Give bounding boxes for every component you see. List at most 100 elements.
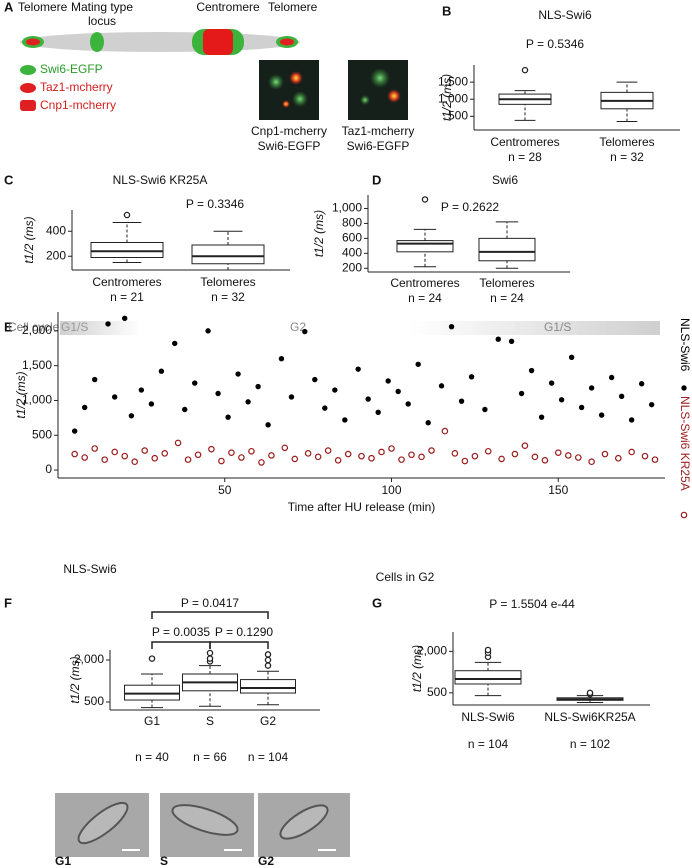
point (324, 447, 332, 454)
locus-label: Telomere (268, 0, 318, 14)
point (131, 458, 139, 466)
point (258, 459, 265, 466)
spot (268, 74, 284, 90)
locus-label: Centromere (196, 0, 260, 14)
x-tick-label: Centromeres (92, 275, 161, 289)
cell (77, 801, 129, 845)
chart-title: NLS-Swi6 (538, 8, 592, 22)
x-tick-label: S (206, 714, 214, 728)
point (428, 447, 435, 454)
phase-label: G2 (290, 320, 306, 334)
p-value: P = 0.5346 (526, 37, 584, 51)
point (228, 449, 235, 456)
y-tick-label: 400 (342, 245, 362, 259)
box (191, 244, 265, 265)
n-label: n = 24 (490, 291, 524, 305)
cell-cycle-label: Cell cycle (8, 320, 60, 334)
point (468, 374, 475, 380)
point (448, 323, 455, 330)
point (415, 361, 421, 367)
point (322, 405, 328, 411)
y-tick-label: 1,000 (438, 91, 468, 105)
point (278, 356, 285, 362)
phase-label: M (505, 320, 515, 334)
phase-band (410, 321, 660, 335)
point (344, 450, 352, 458)
point (425, 420, 431, 426)
locus-label: locus (88, 14, 116, 28)
panel-letter: C (4, 172, 14, 187)
image-caption: Swi6-EGFP (347, 139, 410, 153)
point (482, 406, 488, 413)
point (248, 447, 255, 455)
micrograph-row: G1 S G2 (55, 793, 350, 868)
point (651, 456, 659, 463)
legend-label: Swi6-EGFP (40, 62, 103, 76)
point (638, 381, 645, 387)
locus-label: Telomere (18, 0, 68, 14)
point (521, 442, 529, 450)
y-tick-label: 500 (32, 427, 52, 441)
legend-marker (20, 83, 36, 93)
p-value: P = 0.0035 (152, 625, 210, 639)
point (71, 450, 78, 458)
point (161, 450, 169, 457)
point (574, 454, 582, 461)
point (91, 445, 98, 452)
y-axis-label: t1/2 (ms) (410, 645, 424, 692)
point (291, 455, 299, 463)
point (314, 453, 322, 461)
point (148, 401, 155, 407)
spot (370, 68, 390, 88)
point (618, 393, 625, 399)
legend-marker (20, 100, 36, 111)
micrograph (259, 60, 319, 120)
point (418, 453, 425, 461)
point (375, 409, 381, 415)
x-tick-label: Centromeres (490, 135, 559, 149)
point (405, 401, 411, 407)
point (608, 374, 615, 381)
panel-letter: B (442, 3, 451, 18)
n-label: n = 24 (408, 291, 442, 305)
point (538, 414, 545, 420)
bracket (209, 641, 269, 649)
p-value: P = 0.0417 (181, 596, 239, 610)
panel-letter: E (4, 319, 13, 334)
p-value: P = 0.1290 (215, 625, 273, 639)
point (281, 444, 289, 452)
point (225, 414, 231, 420)
point (304, 450, 312, 457)
point (265, 422, 271, 428)
point (194, 451, 202, 459)
point (208, 445, 215, 453)
outlier (264, 662, 272, 669)
y-tick-label: 2,000 (22, 323, 52, 337)
point (158, 368, 165, 374)
point (235, 371, 241, 377)
p-value: P = 1.5504 e-44 (489, 597, 575, 611)
legend-label: NLS-Swi6 KR25A (678, 396, 692, 491)
y-tick-label: 2,000 (74, 652, 104, 666)
point (141, 447, 149, 454)
x-tick-label: Telomeres (479, 276, 534, 290)
p-value: P = 0.3346 (186, 197, 244, 211)
n-label: n = 104 (248, 750, 289, 764)
point (111, 394, 118, 400)
point (628, 448, 635, 456)
point (111, 448, 118, 456)
x-tick-label: NLS-Swi6 (461, 710, 515, 724)
point (215, 390, 221, 397)
x-tick-label: 50 (218, 483, 232, 497)
point (288, 394, 295, 400)
y-tick-label: 1,000 (22, 393, 52, 407)
x-tick-label: Centromeres (390, 276, 459, 290)
point (138, 387, 145, 393)
point (531, 453, 539, 461)
point (398, 456, 405, 463)
point (378, 448, 385, 456)
cell (171, 804, 239, 836)
point (628, 417, 635, 423)
bracket (151, 611, 269, 619)
point (91, 376, 98, 383)
